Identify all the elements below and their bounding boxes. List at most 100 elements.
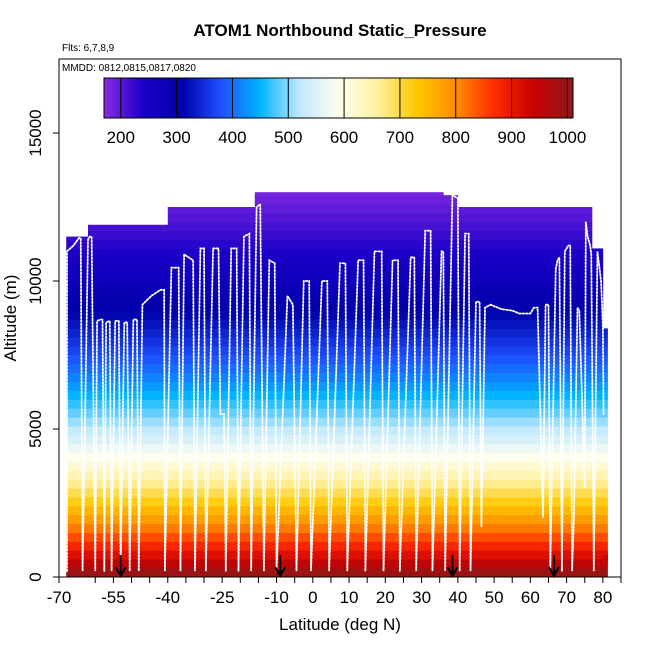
heatmap-cell — [254, 355, 444, 365]
heatmap-cell — [254, 559, 444, 569]
heatmap-cell — [591, 568, 604, 577]
heatmap-cell — [254, 266, 444, 276]
heatmap-cell — [167, 488, 256, 498]
heatmap-cell — [66, 408, 89, 418]
heatmap-cell — [457, 470, 593, 480]
heatmap-cell — [443, 221, 459, 232]
heatmap-cell — [602, 554, 608, 565]
heatmap-cell — [66, 443, 89, 454]
heatmap-cell — [167, 514, 256, 525]
heatmap-cell — [443, 372, 459, 383]
pressure-heatmap — [66, 192, 608, 577]
heatmap-cell — [167, 390, 256, 400]
heatmap-cell — [457, 497, 593, 507]
heatmap-cell — [88, 248, 169, 258]
heatmap-cell — [457, 532, 593, 542]
heatmap-cell — [591, 541, 604, 551]
heatmap-cell — [167, 275, 256, 285]
heatmap-cell — [66, 292, 89, 303]
heatmap-cell — [88, 257, 169, 267]
x-tick-label: 40 — [448, 588, 467, 607]
heatmap-cell — [602, 381, 608, 391]
heatmap-cell — [443, 390, 459, 400]
heatmap-cell — [591, 399, 604, 409]
heatmap-cell — [457, 266, 593, 276]
heatmap-cell — [66, 239, 89, 249]
x-tick-label: -10 — [264, 588, 289, 607]
heatmap-cell — [591, 505, 604, 516]
flight-track — [66, 193, 605, 572]
heatmap-cell — [254, 192, 444, 196]
heatmap-cell — [457, 505, 593, 516]
heatmap-cell — [167, 497, 256, 507]
heatmap-cell — [602, 523, 608, 533]
heatmap-cell — [443, 195, 459, 205]
heatmap-cell — [167, 550, 256, 560]
x-tick-label: -70 — [47, 588, 72, 607]
heatmap-cell — [443, 559, 459, 569]
heatmap-cell — [66, 301, 89, 311]
heatmap-cell — [457, 292, 593, 303]
heatmap-cell — [457, 426, 593, 436]
y-tick-label: 15000 — [26, 109, 45, 156]
heatmap-cell — [254, 417, 444, 427]
heatmap-cell — [443, 470, 459, 480]
heatmap-cell — [591, 426, 604, 436]
heatmap-cell — [457, 443, 593, 454]
heatmap-cell — [457, 417, 593, 427]
heatmap-cell — [254, 363, 444, 374]
heatmap-cell — [254, 328, 444, 338]
heatmap-cell — [254, 230, 444, 240]
heatmap-cell — [443, 381, 459, 391]
dates-subtitle: MMDD: 0812,0815,0817,0820 — [62, 63, 196, 74]
heatmap-cell — [457, 212, 593, 223]
heatmap-cell — [167, 363, 256, 374]
sounding-arrow — [274, 555, 287, 579]
heatmap-cell — [66, 248, 89, 258]
heatmap-cell — [254, 541, 444, 551]
colorbar-tick-label: 700 — [386, 128, 414, 147]
heatmap-cell — [457, 230, 593, 240]
heatmap-cell — [66, 266, 89, 276]
heatmap-cell — [443, 479, 459, 489]
heatmap-cell — [167, 426, 256, 436]
heatmap-cell — [88, 292, 169, 303]
heatmap-cell — [457, 434, 593, 445]
colorbar-tick-label: 400 — [218, 128, 246, 147]
heatmap-cell — [602, 568, 608, 577]
heatmap-cell — [457, 372, 593, 383]
heatmap-cell — [457, 355, 593, 365]
heatmap-cell — [591, 488, 604, 498]
heatmap-cell — [591, 497, 604, 507]
heatmap-cell — [88, 488, 169, 498]
heatmap-cell — [443, 355, 459, 365]
heatmap-cell — [602, 443, 608, 454]
heatmap-cell — [167, 523, 256, 533]
heatmap-cell — [254, 337, 444, 347]
heatmap-cell — [443, 408, 459, 418]
heatmap-cell — [66, 381, 89, 391]
x-tick-label: -40 — [155, 588, 180, 607]
heatmap-cell — [66, 417, 89, 427]
heatmap-cell — [443, 399, 459, 409]
heatmap-cell — [254, 221, 444, 232]
heatmap-cell — [602, 355, 608, 365]
heatmap-cell — [66, 426, 89, 436]
heatmap-cell — [167, 417, 256, 427]
sounding-arrow — [548, 555, 560, 579]
heatmap-cell — [602, 417, 608, 427]
heatmap-cell — [66, 559, 89, 569]
heatmap-cell — [443, 417, 459, 427]
heatmap-cell — [167, 443, 256, 454]
heatmap-cell — [66, 283, 89, 294]
y-axis-label: Altitude (m) — [1, 275, 20, 362]
heatmap-cell — [254, 283, 444, 294]
heatmap-cell — [66, 390, 89, 400]
heatmap-cell — [591, 514, 604, 525]
heatmap-cell — [254, 257, 444, 267]
heatmap-cell — [254, 461, 444, 471]
heatmap-cell — [457, 328, 593, 338]
colorbar-gradient — [103, 77, 574, 119]
heatmap-cell — [88, 275, 169, 285]
heatmap-cell — [457, 523, 593, 533]
